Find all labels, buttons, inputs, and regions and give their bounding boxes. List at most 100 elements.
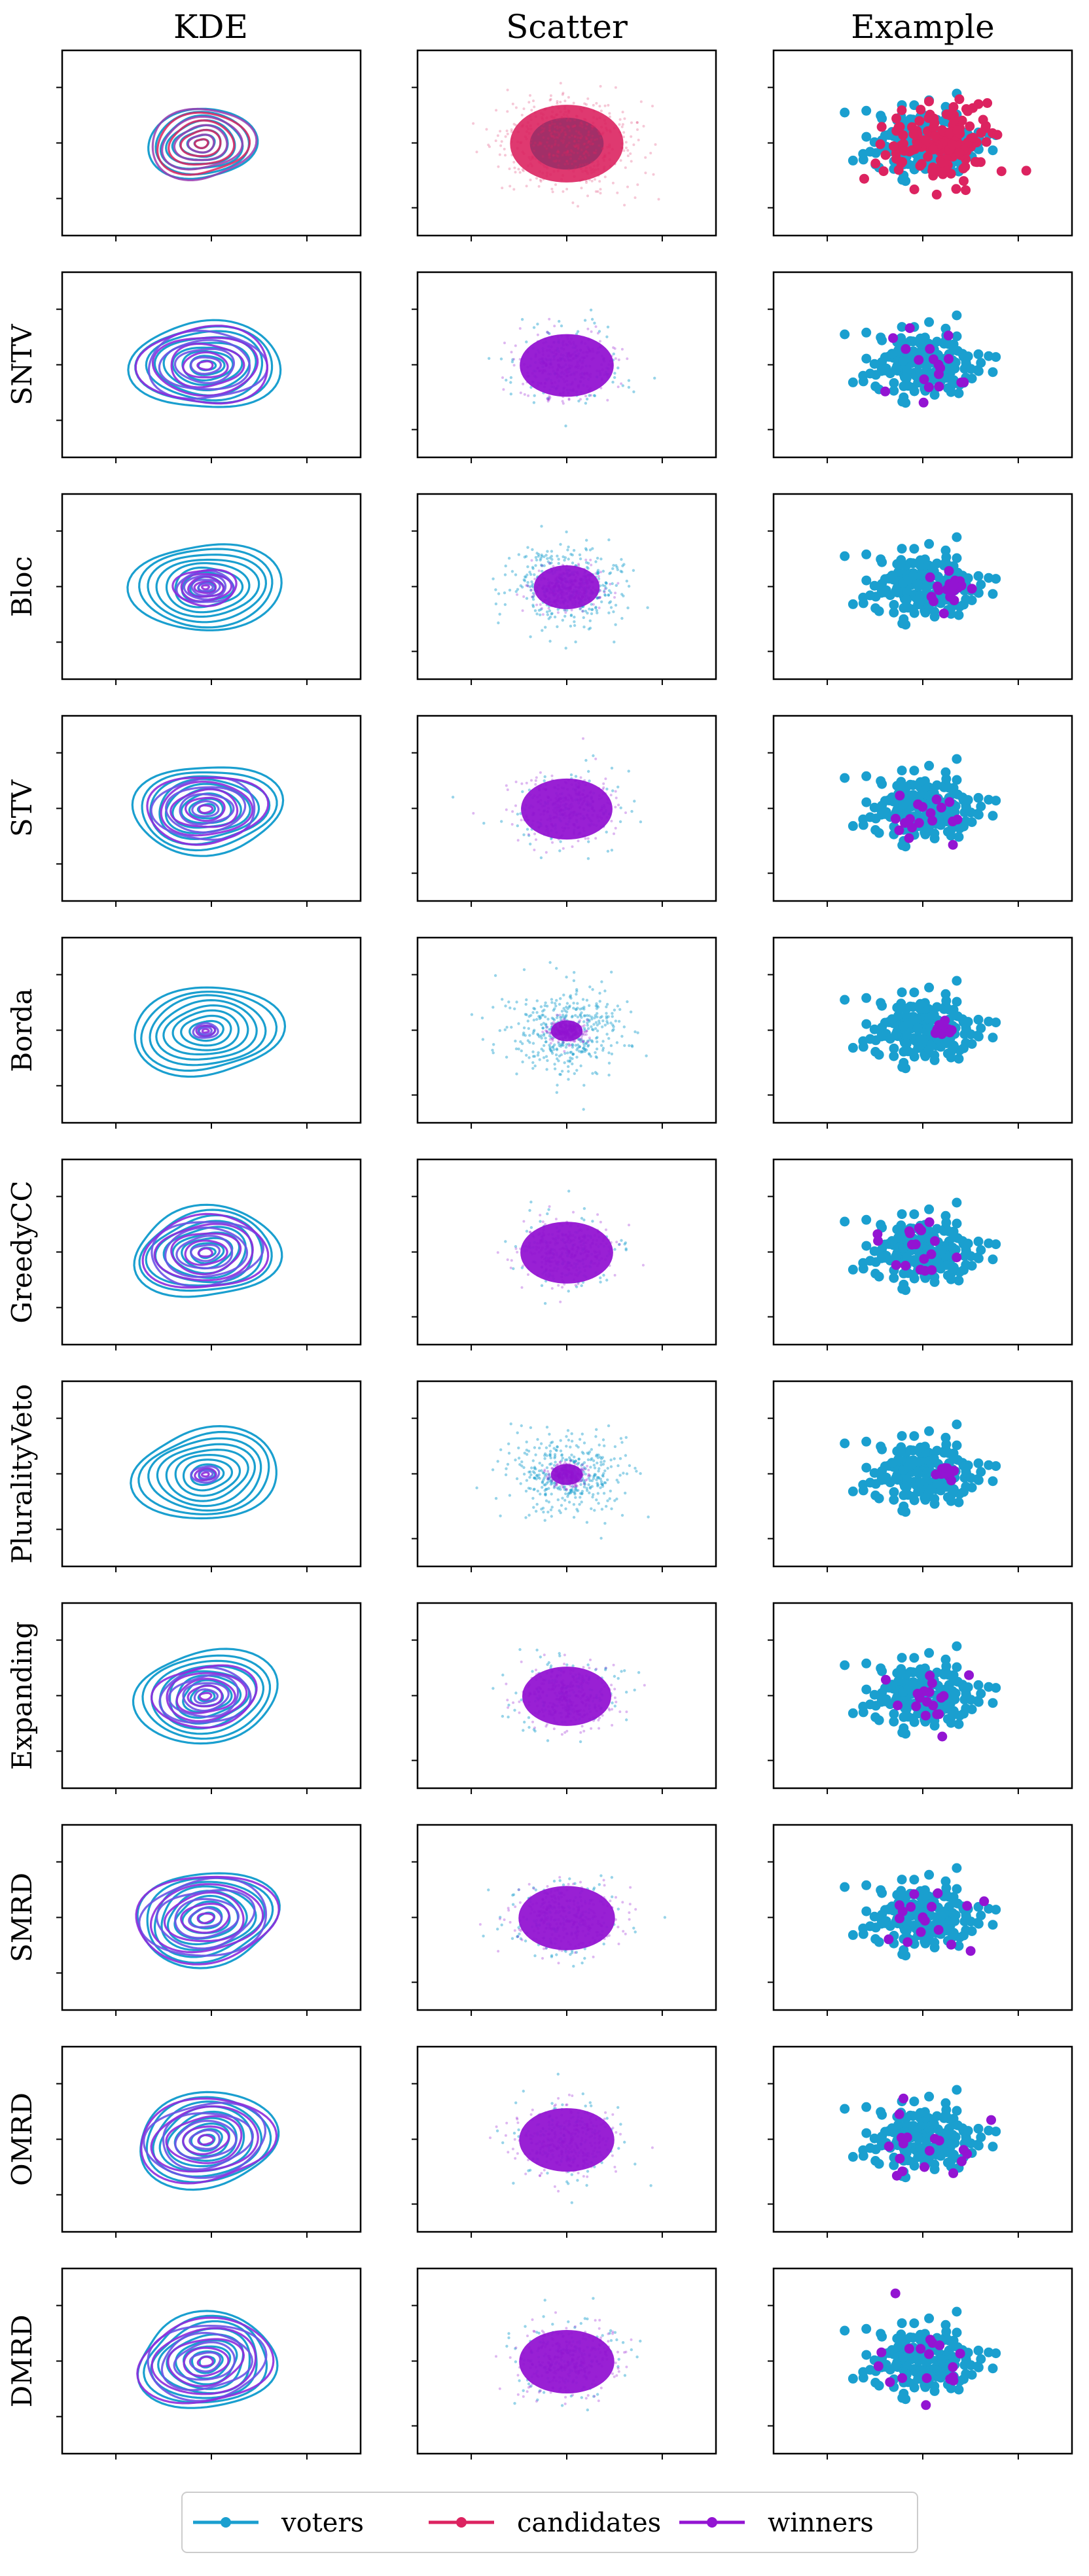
voter-point	[848, 820, 858, 831]
winner-point	[557, 1029, 560, 1032]
voter-point	[573, 1072, 576, 1076]
winner-point	[944, 566, 954, 576]
candidate-point	[607, 103, 610, 107]
winner-point	[592, 823, 596, 826]
voter-point	[569, 552, 573, 556]
voter-point	[533, 1472, 536, 1475]
voter-point	[973, 571, 984, 581]
winner-point	[558, 796, 561, 800]
winner-point	[541, 1031, 544, 1033]
voter-point	[554, 1448, 558, 1452]
candidate-point	[608, 143, 611, 147]
voter-contour	[155, 558, 260, 618]
voter-point	[537, 1051, 540, 1055]
winner-point	[563, 1023, 566, 1027]
candidate-point	[533, 141, 537, 145]
voter-point	[559, 840, 562, 843]
candidate-point	[563, 131, 567, 134]
voter-point	[593, 1473, 596, 1476]
voter-point	[548, 1478, 552, 1482]
winner-point	[556, 794, 559, 798]
voter-point	[991, 574, 1001, 584]
voter-point	[572, 1503, 576, 1506]
candidate-point	[568, 135, 571, 139]
winner-point	[563, 1036, 567, 1039]
winner-point	[535, 603, 539, 607]
winner-point	[555, 387, 558, 389]
voter-point	[571, 1053, 575, 1056]
voter-point	[560, 1010, 564, 1013]
winner-point	[558, 1026, 562, 1029]
voter-point	[614, 1019, 617, 1023]
winner-point	[575, 390, 579, 393]
winner-point	[548, 1205, 551, 1208]
voter-point	[553, 1007, 556, 1010]
candidate-point	[559, 82, 562, 85]
candidate-point	[616, 191, 619, 194]
winner-point	[568, 1024, 571, 1027]
voter-point	[561, 1014, 565, 1017]
candidate-point	[553, 116, 556, 119]
voter-point	[601, 1049, 605, 1052]
winner-point	[556, 813, 558, 816]
winner-point	[573, 599, 576, 602]
voter-point	[869, 1024, 880, 1034]
voter-point	[531, 605, 535, 609]
winner-point	[561, 400, 564, 403]
winner-point	[560, 1032, 563, 1035]
winner-point	[915, 1265, 925, 1275]
voter-point	[592, 1023, 596, 1026]
winner-point	[578, 1038, 581, 1042]
candidate-point	[584, 155, 587, 158]
voter-point	[549, 1049, 552, 1053]
voter-point	[984, 794, 994, 805]
candidate-point	[624, 166, 627, 169]
winner-point	[586, 583, 589, 586]
winner-point	[626, 357, 629, 361]
winner-point	[586, 385, 589, 388]
winner-point	[562, 813, 565, 817]
voter-point	[596, 1475, 599, 1479]
voter-point	[564, 646, 567, 650]
winner-point	[538, 358, 541, 361]
voter-point	[607, 1424, 611, 1428]
voter-point	[588, 626, 592, 630]
voter-point	[528, 1041, 531, 1044]
winner-point	[545, 349, 548, 352]
winner-point	[589, 372, 592, 376]
voter-point	[514, 1047, 518, 1051]
voter-point	[587, 840, 590, 843]
voter-point	[599, 1480, 603, 1483]
winner-point	[585, 1030, 588, 1033]
plot-area	[134, 986, 287, 1078]
winner-point	[565, 383, 569, 387]
winner-point	[558, 573, 561, 576]
winner-point	[527, 819, 530, 822]
voter-point	[541, 629, 544, 632]
winner-point	[554, 353, 558, 357]
winner-point	[575, 1032, 579, 1036]
candidate-point	[506, 132, 509, 135]
voter-point	[538, 1017, 541, 1021]
voter-point	[546, 1510, 550, 1514]
candidate-point	[593, 151, 596, 154]
winner-point	[581, 588, 584, 591]
candidate-point	[556, 150, 559, 154]
winner-point	[558, 1032, 561, 1035]
winner-point	[556, 799, 558, 802]
candidate-point	[968, 133, 978, 143]
winner-point	[571, 1025, 575, 1027]
winner-point	[579, 373, 582, 376]
winner-point	[556, 1234, 560, 1237]
voter-point	[590, 1485, 594, 1488]
candidate-point	[593, 125, 596, 128]
winner-point	[926, 1249, 937, 1260]
candidate-point	[546, 167, 549, 170]
voter-point	[924, 982, 935, 993]
voter-point	[563, 556, 567, 559]
candidate-point	[509, 185, 512, 188]
voter-point	[583, 1050, 586, 1053]
voter-point	[587, 1044, 590, 1047]
winner-contour	[164, 1226, 249, 1279]
winner-point	[568, 1027, 571, 1031]
